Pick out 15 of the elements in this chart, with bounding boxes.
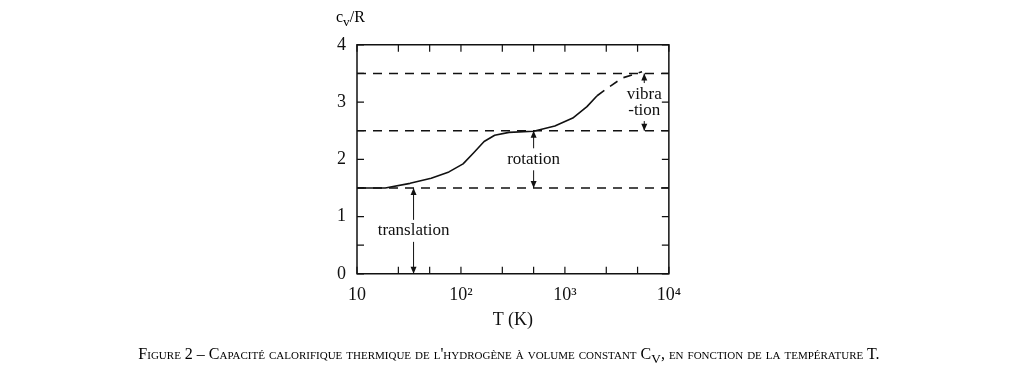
annotation: vibra -tion	[626, 83, 663, 119]
y-tick-label: 3	[337, 90, 346, 111]
annotation: translation	[377, 220, 450, 240]
x-tick-label: 10³	[553, 284, 578, 305]
y-tick-label: 2	[337, 148, 346, 169]
x-tick-label: 10⁴	[656, 284, 681, 305]
caption: Figure 2 – Capacité calorifique thermique de l'hydrogène à volume constant C$_{V}$, en fonction de la température T.	[137, 345, 881, 368]
y-tick-label: 4	[337, 33, 346, 54]
annotation: rotation	[507, 148, 561, 168]
y-tick-label: 0	[337, 262, 346, 283]
x-tick-label: 10²	[449, 284, 473, 305]
x-axis-title: T (K)	[492, 309, 534, 331]
x-tick-label: 10	[348, 284, 366, 305]
y-tick-label: 1	[337, 205, 346, 226]
y-axis-title: c$_{v}$/R	[335, 8, 366, 32]
